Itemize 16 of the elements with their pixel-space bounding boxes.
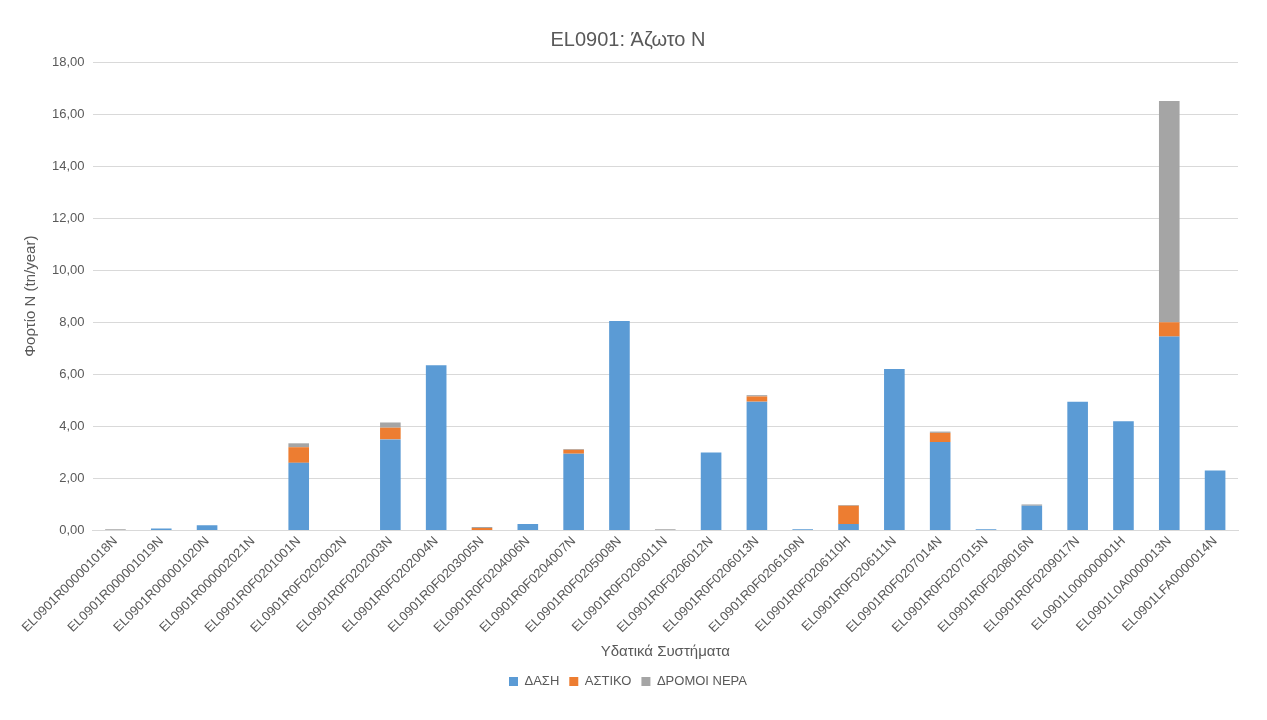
- legend-label: ΑΣΤΙΚΟ: [584, 673, 632, 689]
- y-tick-label: 10,00: [51, 261, 85, 277]
- x-axis-title: Υδατικά Συστήματα: [600, 642, 731, 660]
- y-tick-label: 16,00: [51, 105, 85, 121]
- y-tick-label: 12,00: [51, 209, 85, 225]
- y-tick-label: 6,00: [59, 365, 85, 381]
- legend-label: ΔΡΟΜΟΙ ΝΕΡΑ: [656, 673, 748, 689]
- y-tick-label: 18,00: [51, 53, 85, 69]
- y-tick-label: 14,00: [51, 157, 85, 173]
- y-tick-label: 0,00: [59, 522, 85, 538]
- y-tick-label: 8,00: [59, 313, 85, 329]
- y-tick-label: 4,00: [59, 417, 85, 433]
- legend-label: ΔΑΣΗ: [524, 673, 560, 689]
- y-tick-label: 2,00: [59, 470, 85, 486]
- chart-title: EL0901: Άζωτο N: [550, 27, 706, 50]
- y-axis-title: Φορτίο N (tn/year): [21, 235, 39, 357]
